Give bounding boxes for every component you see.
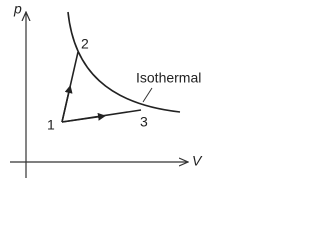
process-line — [61, 51, 79, 123]
point-label: 3 — [140, 114, 148, 130]
x-axis-label: V — [192, 153, 203, 169]
y-axis-label: p — [13, 1, 22, 17]
point-label: 2 — [81, 36, 89, 52]
leader-line — [142, 87, 153, 103]
isothermal-curve — [67, 11, 181, 113]
pv-diagram: p V Isothermal 1 2 3 — [10, 1, 203, 178]
page: {"axes": {"y_label": "p", "x_label": "V"… — [10, 0, 203, 178]
point-label: 1 — [47, 117, 55, 133]
curve-label: Isothermal — [136, 70, 201, 86]
process-line — [61, 109, 142, 123]
